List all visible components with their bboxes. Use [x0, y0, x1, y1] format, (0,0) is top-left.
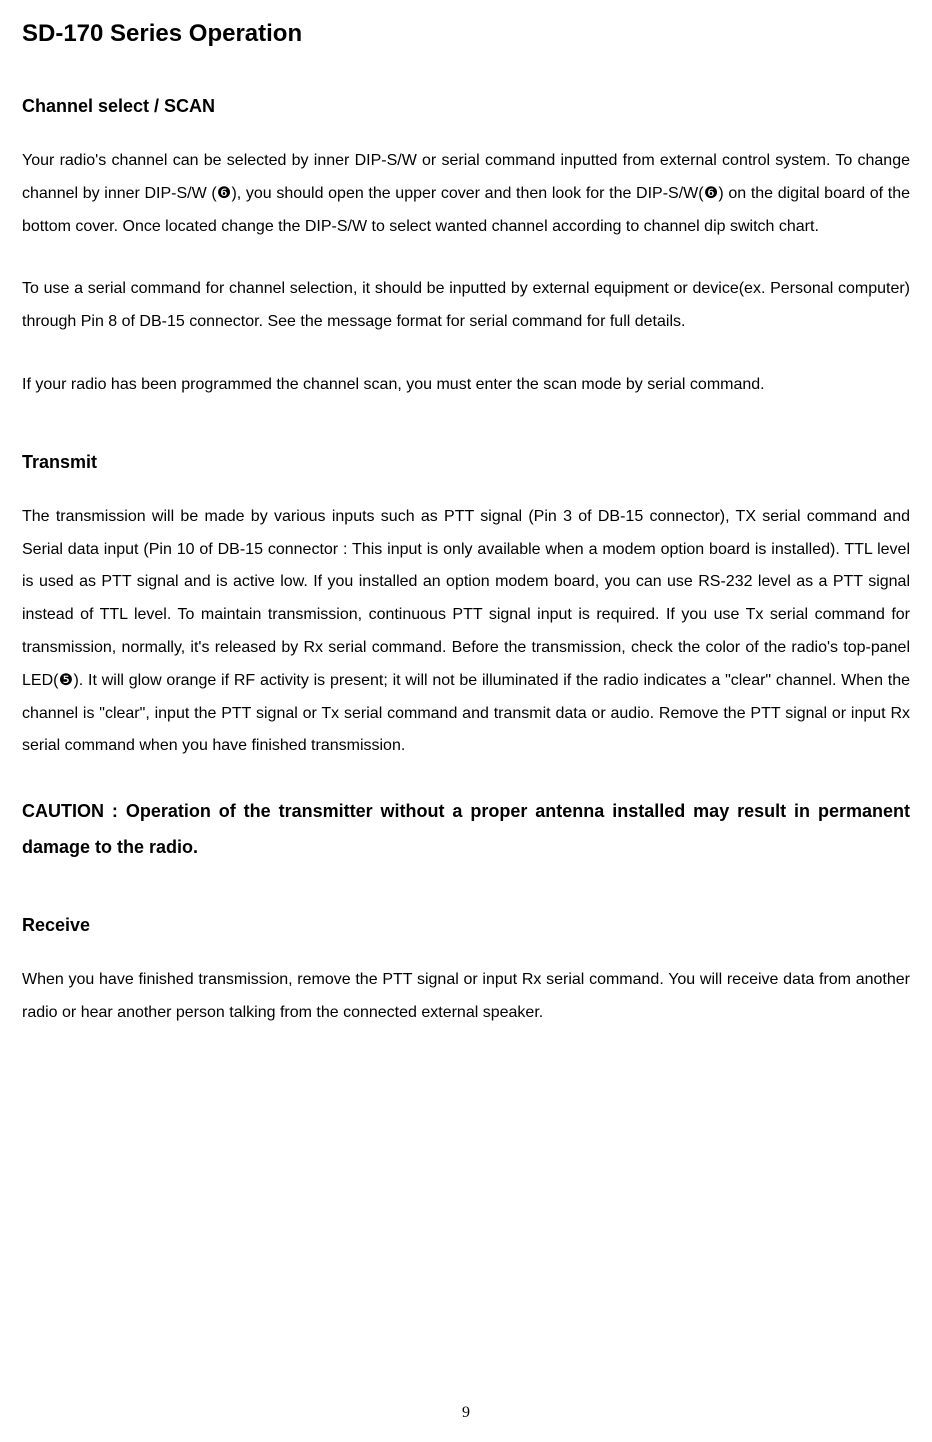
section-heading-channel-select: Channel select / SCAN [22, 96, 910, 117]
section-heading-receive: Receive [22, 915, 910, 936]
section-heading-transmit: Transmit [22, 452, 910, 473]
channel-select-para3: If your radio has been programmed the ch… [22, 369, 910, 402]
channel-select-para2: To use a serial command for channel sele… [22, 273, 910, 339]
page-title: SD-170 Series Operation [22, 20, 910, 48]
receive-para1: When you have finished transmission, rem… [22, 964, 910, 1030]
channel-select-para1: Your radio's channel can be selected by … [22, 145, 910, 243]
transmit-para1: The transmission will be made by various… [22, 501, 910, 763]
transmit-caution: CAUTION : Operation of the transmitter w… [22, 793, 910, 865]
page-number: 9 [462, 1404, 470, 1422]
